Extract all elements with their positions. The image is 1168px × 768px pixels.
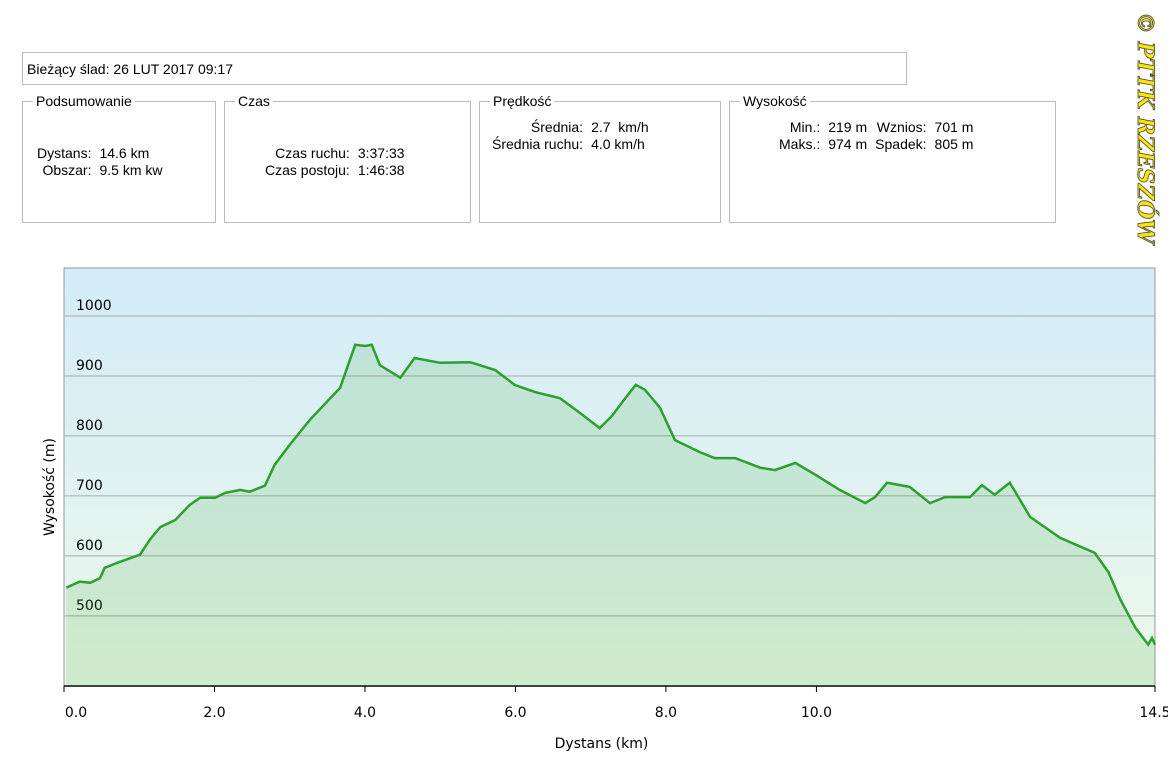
x-tick-label: 0.0 [65, 705, 87, 721]
y-tick-label: 600 [76, 538, 103, 554]
panel-value: 14.6 km [99, 145, 150, 161]
panel-label: Spadek: [875, 136, 927, 152]
y-axis-label: Wysokość (m) [42, 438, 58, 536]
panel-value: 4.0 km/h [591, 136, 645, 152]
track-label: Bieżący ślad: 26 LUT 2017 09:17 [27, 61, 233, 77]
y-tick-label: 800 [76, 418, 103, 434]
panel-title: Czas [235, 93, 273, 109]
panel-value: 2.7 km/h [591, 119, 649, 135]
panel-value: 3:37:33 [357, 145, 405, 161]
line [65, 343, 1157, 647]
panel-title: Wysokość [740, 93, 810, 109]
track-box: Bieżący ślad: 26 LUT 2017 09:17 [22, 52, 907, 85]
panel: Wysokość Min.: 219 m Wznios: 701 m Maks.: 974 … [729, 93, 1056, 223]
x-tick-label: 10.0 [801, 705, 832, 721]
panel-title: Podsumowanie [33, 93, 135, 109]
y-tick-label: 1000 [76, 298, 112, 314]
y-tick-label: 500 [76, 598, 103, 614]
panel-label: Dystans: [37, 145, 92, 161]
x-tick-label: 2.0 [203, 705, 225, 721]
panel-table: Średnia: 2.7 km/h Średnia ruchu: 4.0 km/h [488, 119, 653, 153]
x-tick-label: 14.5 [1139, 705, 1168, 721]
y-tick-label: 900 [76, 358, 103, 374]
x-tick-label: 6.0 [504, 705, 526, 721]
panel-label: Maks.: [779, 136, 821, 152]
panel-value: 974 m [828, 136, 868, 152]
area [66, 344, 1156, 686]
panel-label: Czas ruchu: [275, 145, 350, 161]
panel: Podsumowanie Dystans: 14.6 km Obszar: 9.5 km… [22, 93, 216, 223]
x-axis-label: Dystans (km) [555, 736, 649, 752]
panel-label: Wznios: [876, 119, 927, 135]
panel-label: Czas postoju: [265, 162, 350, 178]
panel-row: Maks.: 974 m Spadek: 805 m [775, 136, 977, 153]
panel-table: Dystans: 14.6 km Obszar: 9.5 km kw [33, 145, 166, 179]
panel-label: Średnia: [530, 119, 584, 135]
panel-value: 701 m [934, 119, 974, 135]
panel: Prędkość Średnia: 2.7 km/h Średnia ruchu: 4.… [479, 93, 721, 223]
panel-table: Min.: 219 m Wznios: 701 m Maks.: 974 m Spadek:… [775, 119, 977, 153]
panel-row: Średnia ruchu: 4.0 km/h [488, 136, 653, 153]
panel-value: 9.5 km kw [99, 162, 163, 178]
panel-value: 1:46:38 [357, 162, 405, 178]
panel-title: Prędkość [490, 93, 555, 109]
panel-row: Średnia: 2.7 km/h [488, 119, 653, 136]
x-tick-label: 4.0 [354, 705, 376, 721]
panel-row: Czas postoju: 1:46:38 [261, 162, 409, 179]
panel-row: Min.: 219 m Wznios: 701 m [775, 119, 977, 136]
panel-label: Obszar: [42, 162, 92, 178]
panel-value: 805 m [934, 136, 974, 152]
panel-row: Obszar: 9.5 km kw [33, 162, 166, 179]
y-tick-label: 700 [76, 478, 103, 494]
x-tick-label: 8.0 [655, 705, 677, 721]
panel-row: Dystans: 14.6 km [33, 145, 166, 162]
panel-value: 219 m [828, 119, 868, 135]
panel-label: Min.: [789, 119, 821, 135]
panel-table: Czas ruchu: 3:37:33 Czas postoju: 1:46:38 [261, 145, 409, 179]
panel-row: Czas ruchu: 3:37:33 [261, 145, 409, 162]
panel: Czas Czas ruchu: 3:37:33 Czas postoju: 1:46:… [224, 93, 471, 223]
panel-label: Średnia ruchu: [492, 136, 584, 152]
